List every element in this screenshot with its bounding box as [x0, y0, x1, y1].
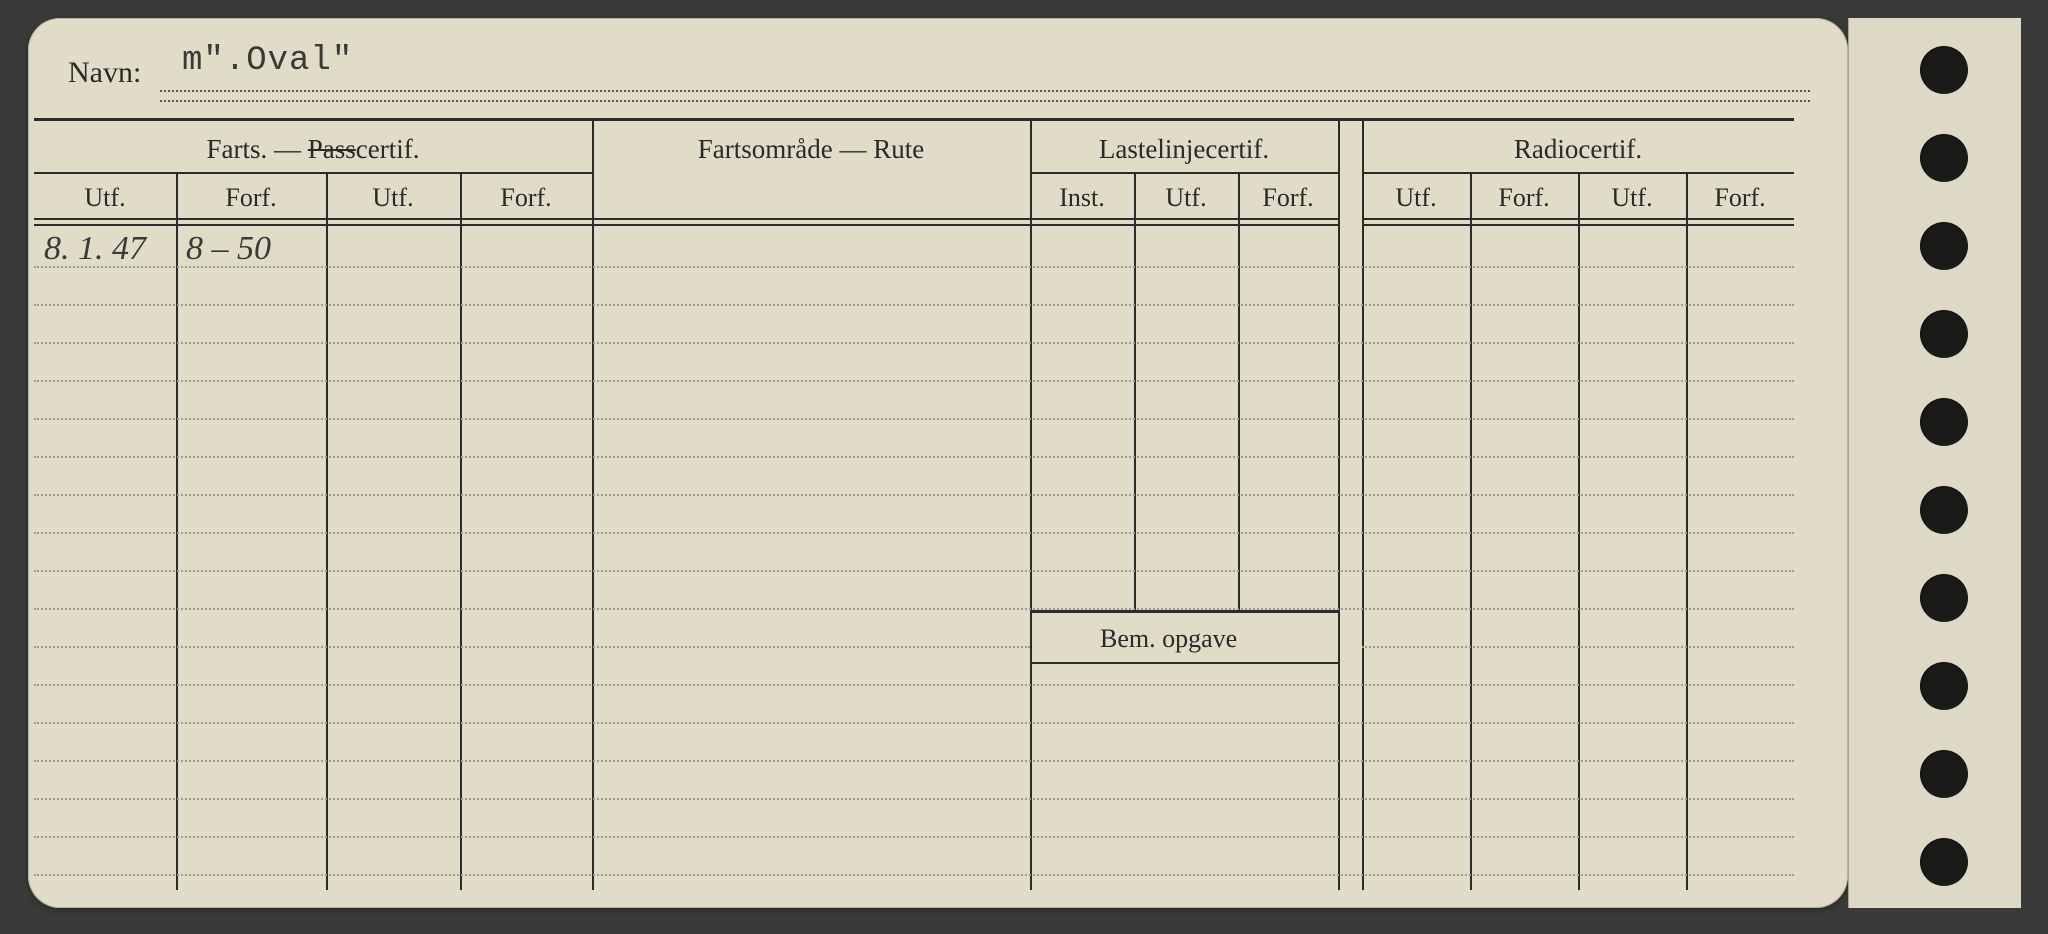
- subhead-utf: Utf.: [1134, 178, 1238, 218]
- data-row-line: [34, 304, 1794, 306]
- data-row-line: [34, 342, 1794, 344]
- vline-sub: [1238, 172, 1240, 610]
- data-row-line: [34, 760, 1794, 762]
- data-row-line: [34, 266, 1794, 268]
- subhead-forf: Forf.: [460, 178, 592, 218]
- vline-sub: [176, 172, 178, 890]
- data-row-line: [34, 532, 1794, 534]
- section-lastelinje: Lastelinjecertif.: [1030, 128, 1338, 170]
- data-row-line: [34, 456, 1794, 458]
- navn-underline: [160, 90, 1810, 92]
- farts-post: certif.: [356, 134, 420, 164]
- punch-hole: [1920, 310, 1968, 358]
- rule-double: [34, 224, 592, 226]
- bem-label: Bem. opgave: [1100, 624, 1237, 654]
- punch-hole: [1920, 750, 1968, 798]
- punch-hole: [1920, 574, 1968, 622]
- subhead-inst: Inst.: [1030, 178, 1134, 218]
- punch-hole: [1920, 134, 1968, 182]
- farts-pre: Farts. —: [207, 134, 308, 164]
- data-row-line: [34, 684, 1794, 686]
- section-fartsomrade: Fartsområde — Rute: [592, 128, 1030, 170]
- data-row-line: [34, 722, 1794, 724]
- data-row-line: [34, 570, 1794, 572]
- vline-sub: [326, 172, 328, 890]
- vline-major: [1338, 118, 1340, 890]
- subhead-utf: Utf.: [1362, 178, 1470, 218]
- vline-major: [1030, 118, 1032, 890]
- navn-row: Navn: m".Oval": [30, 42, 1790, 98]
- data-row-line: [34, 798, 1794, 800]
- data-row-line: [34, 608, 1794, 610]
- punch-hole: [1920, 662, 1968, 710]
- data-row-line: [34, 380, 1794, 382]
- subhead-utf: Utf.: [1578, 178, 1686, 218]
- subhead-forf: Forf.: [176, 178, 326, 218]
- bem-underline: [1030, 662, 1338, 664]
- data-row-line: [34, 646, 1030, 648]
- vline-sub: [460, 172, 462, 890]
- navn-value: m".Oval": [182, 42, 353, 80]
- rule-sections: [1030, 172, 1338, 174]
- subhead-utf: Utf.: [34, 178, 176, 218]
- rule-double: [1030, 218, 1338, 220]
- punch-hole: [1920, 838, 1968, 886]
- vline-sub: [1470, 172, 1472, 890]
- subhead-utf: Utf.: [326, 178, 460, 218]
- navn-underline-2: [160, 100, 1810, 102]
- data-row-line: [34, 418, 1794, 420]
- navn-label: Navn:: [68, 56, 141, 90]
- section-radio: Radiocertif.: [1362, 128, 1794, 170]
- punch-hole: [1920, 398, 1968, 446]
- vline-sub: [1686, 172, 1688, 890]
- data-row-line: [1362, 646, 1794, 648]
- rule-double: [34, 218, 592, 220]
- subhead-forf: Forf.: [1470, 178, 1578, 218]
- entry-utf-1: 8. 1. 47: [44, 230, 146, 268]
- vline-major: [592, 118, 594, 890]
- data-row-line: [34, 494, 1794, 496]
- section-farts: Farts. — Passcertif.: [34, 128, 592, 170]
- subhead-forf: Forf.: [1238, 178, 1338, 218]
- vline-major: [1362, 118, 1364, 890]
- vline-sub: [1134, 172, 1136, 610]
- data-row-line: [34, 874, 1794, 876]
- entry-forf-1: 8 – 50: [186, 230, 271, 268]
- punch-hole: [1920, 46, 1968, 94]
- punch-hole: [1920, 222, 1968, 270]
- data-row-line: [34, 836, 1794, 838]
- rule-sections: [34, 172, 592, 174]
- bem-divider: [1030, 610, 1338, 613]
- punch-hole: [1920, 486, 1968, 534]
- rule-double: [1030, 224, 1338, 226]
- vline-sub: [1578, 172, 1580, 890]
- rule-double: [592, 224, 1030, 226]
- subhead-forf: Forf.: [1686, 178, 1794, 218]
- farts-strike: Pass: [308, 134, 356, 164]
- rule-top: [34, 118, 1794, 121]
- rule-double: [592, 218, 1030, 220]
